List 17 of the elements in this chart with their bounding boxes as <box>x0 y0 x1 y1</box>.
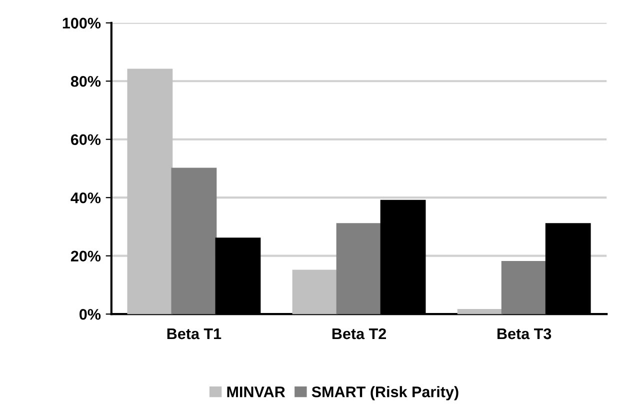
legend-label: SMART (Risk Parity) <box>312 386 458 400</box>
y-tick-label: 100% <box>62 18 101 29</box>
y-tick-label: 40% <box>70 192 101 204</box>
bar <box>336 223 382 314</box>
y-tick-label: 60% <box>70 134 101 146</box>
y-tick-label: 20% <box>70 250 101 262</box>
bar <box>457 309 503 314</box>
x-tick-label: Beta T2 <box>332 328 386 340</box>
bar <box>127 68 173 314</box>
bar <box>171 168 217 314</box>
legend-label: MINVAR <box>227 386 286 398</box>
x-tick-label: Beta T3 <box>498 328 552 340</box>
y-tick-label: 0% <box>80 308 101 320</box>
y-tick-label: 80% <box>70 76 101 87</box>
x-tick-label: Beta T1 <box>167 328 222 340</box>
bar <box>292 270 338 314</box>
bar <box>501 260 547 314</box>
